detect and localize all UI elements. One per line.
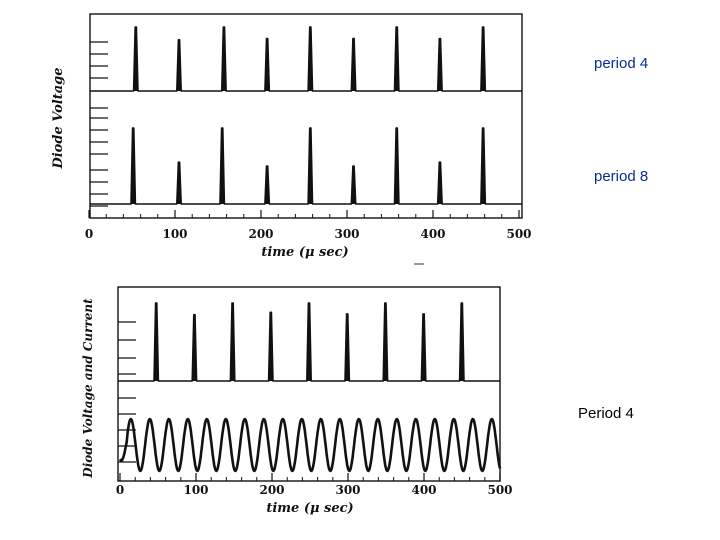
x-tick-label: 0 — [85, 227, 93, 241]
series-period-4-trace — [90, 26, 522, 92]
series-current-trace — [118, 417, 502, 473]
y-axis-label: Diode Voltage and Current — [81, 298, 95, 479]
x-tick-label: 300 — [335, 483, 360, 497]
y-axis-label: Diode Voltage — [51, 67, 66, 169]
x-tick-label: 300 — [334, 227, 359, 241]
x-axis-label: time (μ sec) — [261, 245, 348, 260]
x-tick-label: 200 — [248, 227, 273, 241]
plot-frame — [117, 286, 501, 482]
series-voltage-trace — [118, 302, 500, 382]
plot-frame — [89, 13, 523, 219]
label-period-4-bottom: Period 4 — [578, 405, 634, 422]
x-tick-label: 100 — [183, 483, 208, 497]
x-tick-label: 100 — [162, 227, 187, 241]
x-tick-label: 0 — [116, 483, 124, 497]
label-period-8: period 8 — [594, 168, 649, 185]
chart-bottom-panel: 0 100 200 300 400 500 time (μ sec) Diode Voltag… — [81, 286, 513, 516]
chart-top-panel: 0 100 200 300 400 500 time (μ sec) Diode Voltag… — [51, 13, 532, 260]
label-period-4-top: period 4 — [594, 55, 649, 72]
series-period-8-trace — [90, 127, 522, 205]
x-tick-label: 500 — [506, 227, 531, 241]
x-tick-label: 400 — [411, 483, 436, 497]
x-axis-label: time (μ sec) — [266, 501, 353, 516]
x-tick-label: 200 — [259, 483, 284, 497]
x-tick-label: 400 — [420, 227, 445, 241]
x-tick-label: 500 — [487, 483, 512, 497]
